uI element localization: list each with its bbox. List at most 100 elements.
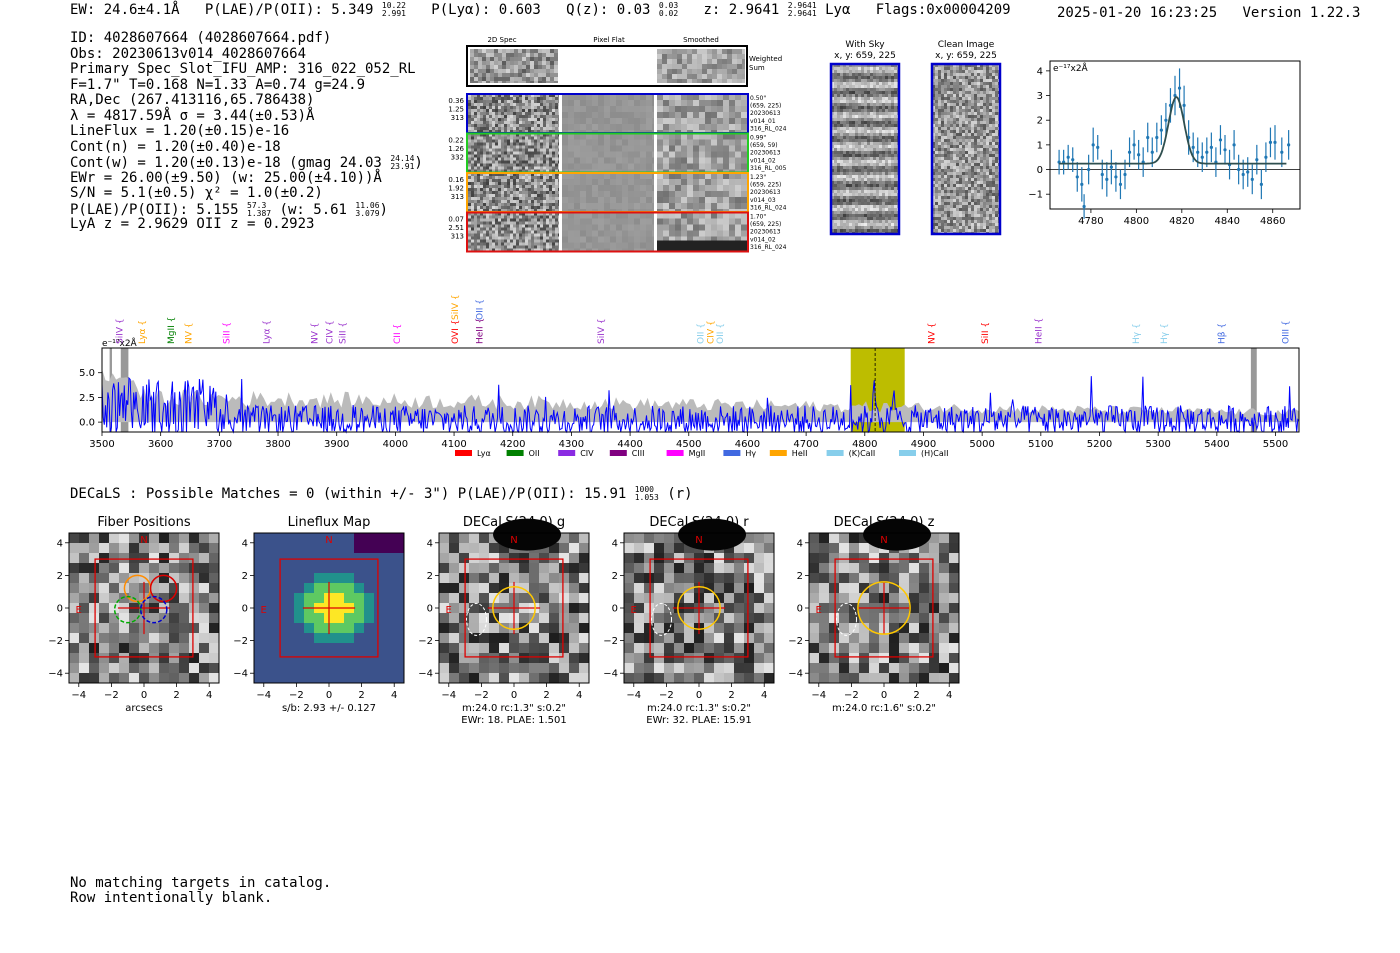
- panel-ytick-label: 4: [427, 538, 433, 549]
- zoom-data-point: [1280, 137, 1284, 168]
- emission-line-label: OII {: [475, 299, 485, 320]
- aperture-circle: [677, 586, 721, 630]
- plae-range: 10.22 2.991: [381, 1, 406, 18]
- cutout-row-left-label: 0.07: [448, 216, 464, 224]
- legend-item: CIII: [609, 449, 644, 458]
- zoom-data-point: [1096, 135, 1100, 160]
- line-id: Lyα: [825, 2, 851, 18]
- spectrum-xtick-label: 4400: [617, 439, 642, 450]
- cutout-row-right-label: 20230613: [750, 150, 781, 157]
- emission-line-label: Hγ {: [1160, 323, 1170, 344]
- panel-xtick-label: 0: [881, 690, 887, 701]
- cutout-row-right-label: 1.23": [750, 174, 766, 181]
- search-box: [279, 558, 379, 658]
- panel-caption-2: EWr: 32, PLAE: 15.91: [646, 715, 752, 723]
- panel-ytick-label: −4: [233, 669, 248, 680]
- panel-xtick-label: −2: [289, 690, 304, 701]
- cutout-row-left-label: 313: [451, 233, 464, 241]
- emission-line-label: NV {: [928, 323, 938, 344]
- emission-line-label: OIII {: [1282, 320, 1292, 344]
- cutout-smoothed: [657, 173, 747, 211]
- panel-caption: m:24.0 rc:1.3" s:0.2": [647, 703, 751, 714]
- spectrum-chart: 3500 3600 3700 3800 3900 4000 4100 4200 4300 4400…: [79, 294, 1300, 458]
- zoom-xtick-label: 4800: [1124, 216, 1149, 227]
- panel-ytick-label: −4: [48, 669, 63, 680]
- zoom-data-point: [1250, 164, 1254, 195]
- search-box: [649, 558, 749, 658]
- cutout-row-left-label: 0.22: [448, 137, 464, 145]
- cutout-row-left-label: 313: [451, 114, 464, 122]
- info-z: LyA z = 2.9629 OII z = 0.2923: [70, 216, 315, 232]
- zoom-xtick-label: 4820: [1169, 216, 1194, 227]
- cutout-row-left-label: 0.16: [448, 176, 464, 184]
- cutout-row-right-label: v014_02: [750, 157, 776, 164]
- spectrum-xtick-label: 5000: [969, 439, 994, 450]
- zoom-data-point: [1146, 122, 1150, 153]
- north-label: N: [510, 535, 517, 546]
- panel-ytick-label: 4: [242, 538, 248, 549]
- header-right: 2025-01-20 16:23:25 Version 1.22.3: [1057, 5, 1360, 21]
- zoom-ytick-label: 1: [1037, 140, 1043, 151]
- zoom-data-point: [1259, 169, 1263, 200]
- panel-ytick-label: 0: [797, 604, 803, 615]
- panel-xtick-label: 2: [913, 690, 919, 701]
- panel-xtick-label: −2: [659, 690, 674, 701]
- cutout-2dspec: [468, 133, 559, 172]
- zoom-data-point: [1223, 135, 1227, 165]
- panel-xtick-label: −2: [104, 690, 119, 701]
- emission-line-label: OVI {: [451, 320, 461, 344]
- zoom-data-point: [1164, 102, 1168, 138]
- zoom-xtick-label: 4780: [1078, 216, 1103, 227]
- spectrum-ytick-label: 2.5: [79, 393, 95, 404]
- spectrum-xtick-label: 4500: [676, 439, 701, 450]
- zoom-data-point: [1232, 130, 1236, 160]
- legend-item: (H)CaII: [899, 449, 948, 458]
- spectrum-xtick-label: 5400: [1204, 439, 1229, 450]
- spectrum-xtick-label: 4000: [383, 439, 408, 450]
- panel-xtick-label: −4: [256, 690, 271, 701]
- bright-source: [678, 518, 747, 551]
- panel-ytick-label: 4: [797, 538, 803, 549]
- image-panel: Lineflux Map N E −4 −4 −2 −2 0 0 2 2 4 4 s/b: 2.93 +/…: [233, 515, 405, 714]
- cutout-row-right-label: 0.99": [750, 135, 766, 142]
- cutout-row-right-label: (659, 59): [750, 142, 778, 149]
- cutout-pixelflat: [562, 173, 654, 211]
- zoom-data-point: [1237, 154, 1241, 185]
- zoom-data-point: [1246, 157, 1250, 187]
- north-label: N: [325, 535, 332, 546]
- panel-title: Fiber Positions: [97, 515, 190, 530]
- cutout-pixelflat: [562, 94, 654, 132]
- clean-image-title: Clean Image: [938, 40, 995, 50]
- spectrum-xtick-label: 4300: [559, 439, 584, 450]
- panel-xtick-label: −4: [626, 690, 641, 701]
- cutout-row-right-label: v014_01: [750, 118, 776, 125]
- cutout-2dspec: [468, 94, 559, 132]
- panel-ytick-label: −2: [603, 636, 618, 647]
- panel-ytick-label: 2: [797, 571, 803, 582]
- panel-ytick-label: 2: [242, 571, 248, 582]
- zoom-data-point: [1218, 125, 1223, 155]
- cutout-row-right-label: v014_03: [750, 197, 776, 204]
- neighbor-ellipse: [836, 602, 857, 636]
- spectrum-series: [101, 376, 1300, 434]
- ew-value: EW: 24.6±4.1Å: [70, 2, 180, 18]
- plae-value: P(LAE)/P(OII): 5.349: [204, 2, 374, 18]
- sky-panels: With Sky x, y: 659, 225 Clean Image x, y…: [829, 40, 1002, 236]
- emission-line-label: SiII {: [339, 322, 349, 344]
- emission-line-label: SiII {: [222, 322, 232, 344]
- zoom-data-point: [1264, 142, 1268, 172]
- fiber-circle: [113, 595, 142, 624]
- col-title-pixelflat: Pixel Flat: [593, 36, 625, 44]
- svg-text:x, y: 659, 225: x, y: 659, 225: [834, 51, 896, 61]
- legend-item: OII: [506, 449, 540, 458]
- zoom-data-point: [1255, 144, 1259, 175]
- zoom-data-point: [1209, 132, 1213, 163]
- emission-line-label: SiII {: [981, 322, 991, 344]
- zoom-data-point: [1075, 162, 1079, 192]
- cutout-pixelflat: [562, 133, 654, 172]
- zoom-data-point: [1159, 115, 1163, 145]
- north-label: N: [695, 535, 702, 546]
- emission-line-label: Hγ {: [1132, 323, 1142, 344]
- spectrum-xtick-label: 4800: [852, 439, 877, 450]
